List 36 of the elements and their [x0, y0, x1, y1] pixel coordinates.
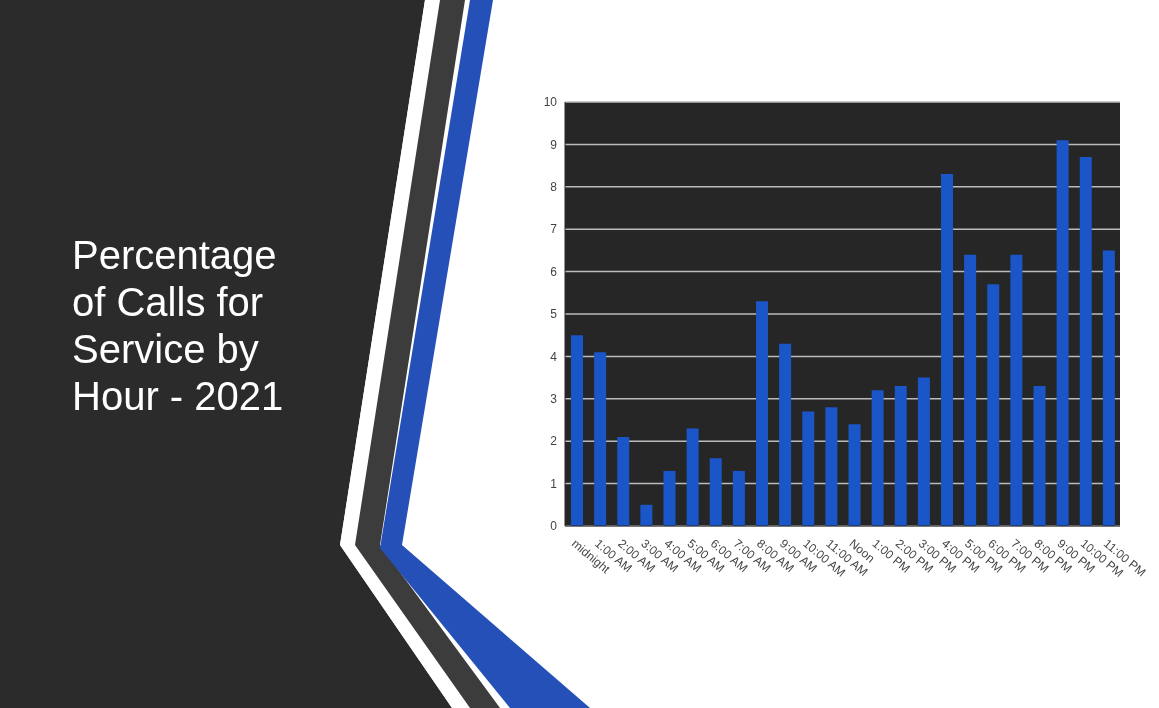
y-tick-label: 7 [550, 222, 558, 237]
bar [802, 411, 815, 526]
bar [1010, 254, 1023, 526]
bar [779, 343, 792, 526]
bar [894, 386, 907, 526]
bar [1033, 386, 1046, 526]
y-tick-label: 3 [550, 392, 558, 407]
bar [1079, 157, 1092, 526]
bar [987, 284, 1000, 526]
y-tick-label: 9 [550, 137, 558, 152]
bar [640, 504, 653, 526]
y-tick-label: 4 [550, 349, 558, 364]
y-tick-label: 2 [550, 434, 558, 449]
y-tick-label: 10 [543, 95, 558, 110]
y-tick-label: 0 [550, 519, 558, 534]
bar [917, 377, 930, 526]
bar [848, 424, 861, 526]
y-tick-label: 1 [550, 476, 558, 491]
bar [941, 174, 953, 526]
bar [964, 254, 977, 526]
bar [686, 428, 699, 526]
bar [594, 352, 607, 526]
y-tick-label: 5 [550, 307, 558, 322]
bar [617, 436, 630, 526]
text: Percentage of Calls for Service by Hour - 2021 [72, 232, 285, 420]
bar [871, 390, 884, 526]
bar [825, 407, 838, 526]
bar [756, 301, 768, 526]
bar [571, 335, 583, 526]
bar [663, 470, 676, 526]
y-tick-label: 8 [550, 180, 558, 195]
y-tick-label: 6 [550, 264, 558, 279]
bar [709, 458, 722, 526]
bar [732, 470, 745, 526]
bar [1102, 250, 1115, 526]
bar [1056, 140, 1069, 526]
